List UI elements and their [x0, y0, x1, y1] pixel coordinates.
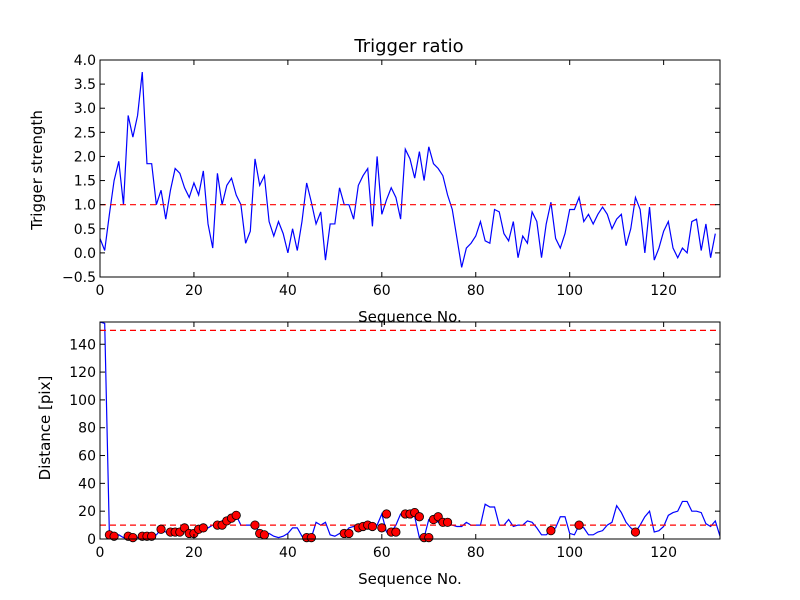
bottom-x-tick-label: 0: [96, 545, 105, 561]
bottom-plot-area: [100, 322, 720, 543]
top-y-tick-label: 3.0: [74, 101, 96, 117]
top-x-tick-label: 120: [650, 283, 677, 299]
bottom-y-tick-label: 120: [69, 365, 96, 381]
bottom-marker-point: [147, 531, 157, 541]
bottom-x-tick-label: 20: [185, 545, 203, 561]
bottom-x-axis-label: Sequence No.: [358, 570, 462, 588]
bottom-subplot: 0 20 40 60 80 100 120 0 20 40 60 80 100 120 140 Sequen…: [36, 321, 721, 588]
top-x-tick-label: 40: [279, 283, 297, 299]
bottom-marker-point: [546, 526, 556, 536]
bottom-y-tick-label: 80: [78, 421, 96, 437]
bottom-marker-point: [442, 517, 453, 527]
top-chart-title: Trigger ratio: [353, 36, 463, 57]
top-x-axis-label: Sequence No.: [358, 308, 462, 326]
bottom-marker-point: [198, 523, 208, 533]
bottom-marker-point: [128, 533, 138, 543]
bottom-axes-frame: [99, 321, 721, 540]
bottom-marker-point: [250, 520, 260, 530]
top-y-tick-label: 0.0: [74, 246, 96, 262]
bottom-x-tick-label: 40: [279, 545, 297, 561]
top-y-tick-label: 1.5: [74, 174, 96, 190]
top-y-axis-label: Trigger strength: [28, 110, 46, 231]
bottom-marker-point: [231, 510, 241, 520]
bottom-marker-point: [109, 531, 119, 541]
bottom-marker-point: [306, 533, 316, 543]
bottom-marker-point: [424, 533, 434, 543]
bottom-marker-point: [391, 527, 401, 537]
bottom-marker-point: [414, 512, 424, 522]
bottom-marker-point: [344, 528, 354, 539]
bottom-x-tick-label: 80: [467, 545, 485, 561]
bottom-y-tick-label: 40: [78, 476, 96, 492]
top-x-tick-label: 100: [556, 283, 583, 299]
top-subplot: Trigger ratio 0 20 40 60 80 100 120 −0.5 0.0 0.5 1…: [28, 36, 721, 326]
top-x-tick-label: 80: [467, 283, 485, 299]
top-tick-labels: 0 20 40 60 80 100 120 −0.5 0.0 0.5 1.0 1.5 2.0 2.5 3.0…: [62, 53, 720, 299]
bottom-x-tick-label: 60: [373, 545, 391, 561]
bottom-marker-point: [367, 521, 378, 532]
bottom-x-tick-label: 120: [650, 545, 677, 561]
bottom-y-tick-label: 140: [69, 337, 96, 353]
bottom-y-tick-label: 100: [69, 393, 96, 409]
bottom-y-axis-label: Distance [pix]: [36, 376, 54, 481]
top-y-tick-label: 1.0: [74, 198, 96, 214]
bottom-marker-point: [259, 530, 269, 540]
top-y-tick-label: −0.5: [62, 270, 96, 286]
bottom-y-tick-label: 0: [87, 532, 96, 548]
top-y-tick-label: 0.5: [74, 222, 96, 238]
bottom-tick-labels: 0 20 40 60 80 100 120 0 20 40 60 80 100 120 140: [69, 322, 720, 561]
bottom-y-tick-label: 20: [78, 504, 96, 520]
top-y-tick-label: 2.5: [74, 125, 96, 141]
bottom-marker-point: [156, 524, 166, 534]
bottom-y-tick-label: 60: [78, 449, 96, 465]
top-axes-frame: [99, 59, 721, 278]
bottom-marker-point: [630, 527, 641, 537]
bottom-marker-point: [377, 523, 387, 533]
top-y-tick-label: 4.0: [74, 53, 96, 69]
top-x-tick-label: 0: [96, 283, 105, 299]
bottom-marker-point: [381, 509, 392, 519]
top-series-line: [100, 71, 716, 268]
bottom-x-tick-label: 100: [556, 545, 583, 561]
top-plot-area: [100, 71, 720, 268]
bottom-marker-point: [574, 520, 584, 530]
top-y-tick-label: 2.0: [74, 149, 96, 165]
top-x-tick-label: 20: [185, 283, 203, 299]
top-x-tick-label: 60: [373, 283, 391, 299]
top-y-tick-label: 3.5: [74, 77, 96, 93]
